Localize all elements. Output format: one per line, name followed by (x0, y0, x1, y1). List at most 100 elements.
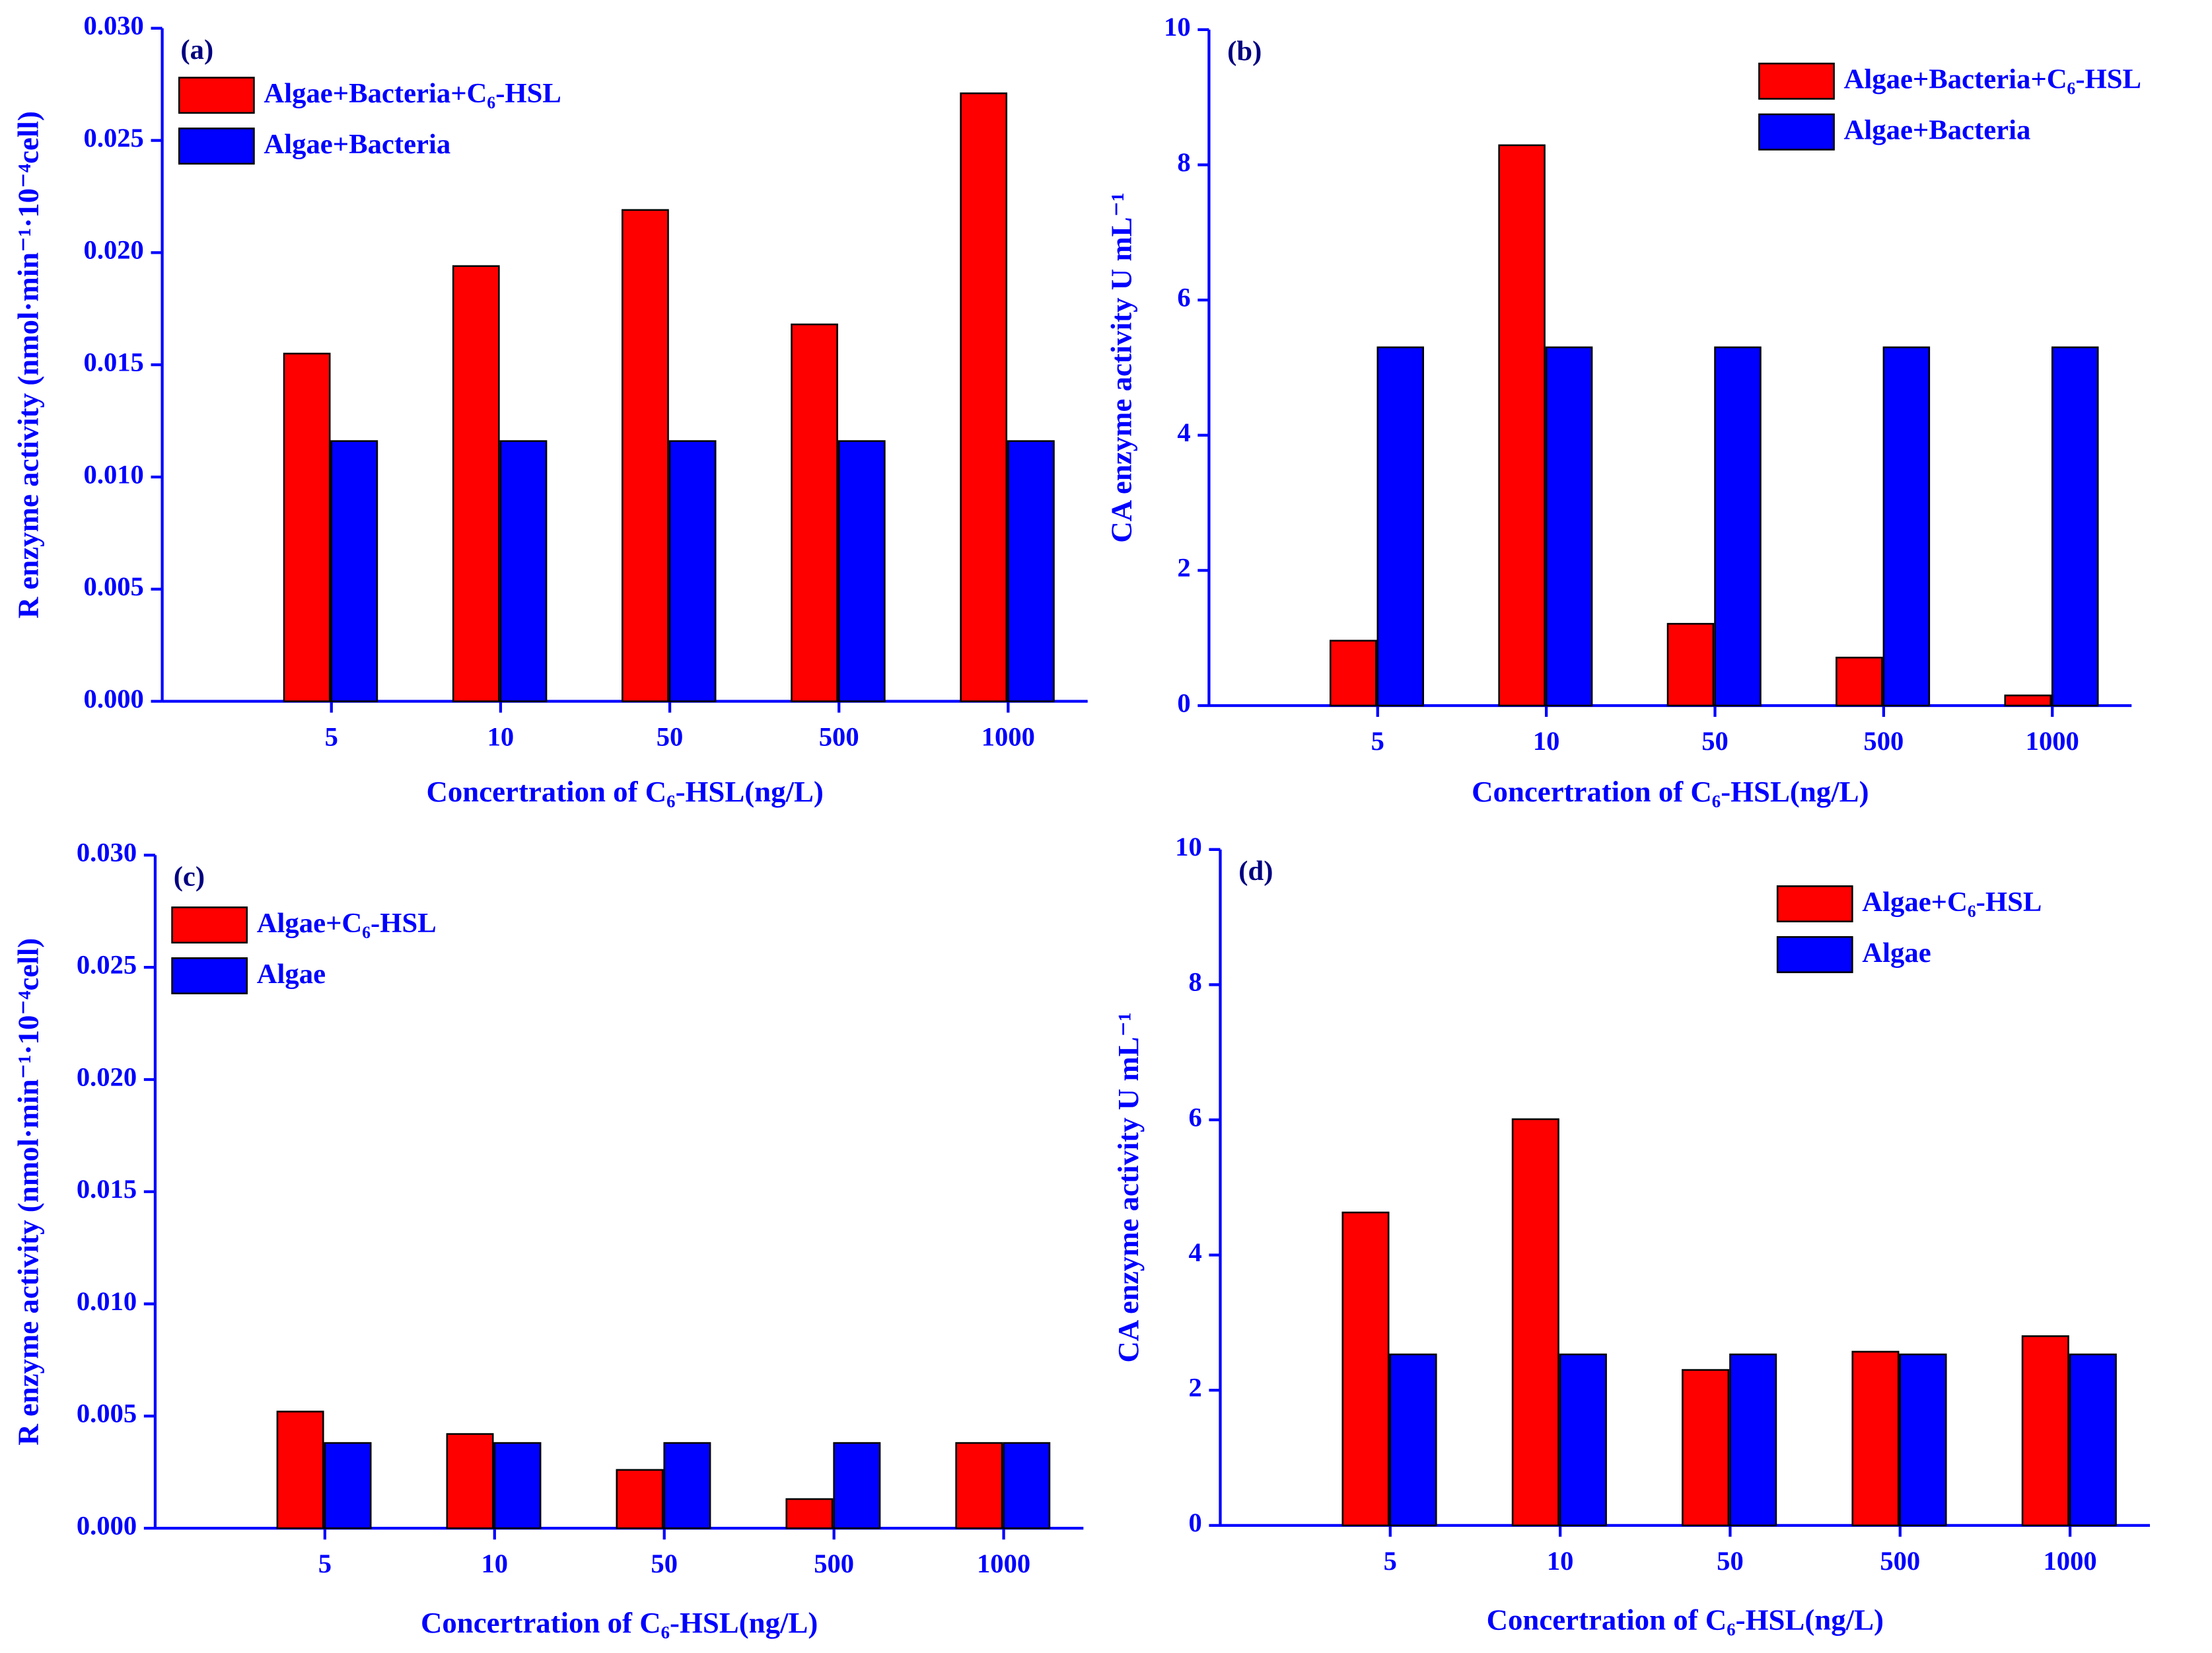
y-tick-label: 0.025 (77, 949, 137, 979)
legend-swatch (171, 957, 248, 994)
bar (1511, 1118, 1559, 1527)
x-tick-label: 1000 (981, 722, 1035, 752)
x-tick-label: 5 (1384, 1546, 1397, 1576)
y-tick-label: 0.025 (84, 123, 144, 153)
x-tick-label: 1000 (977, 1549, 1030, 1578)
y-tick-label: 0.015 (77, 1174, 137, 1204)
bar (1666, 622, 1715, 707)
bar (330, 440, 378, 702)
y-tick-label: 0.020 (77, 1062, 137, 1091)
bar (1729, 1353, 1777, 1527)
legend-label: Algae+Bacteria (1844, 115, 2031, 146)
bar (1545, 346, 1593, 707)
bar (616, 1469, 664, 1529)
legend-swatch (1758, 62, 1835, 100)
x-tick-label: 5 (325, 722, 338, 752)
bar (1389, 1353, 1437, 1527)
bar (452, 265, 500, 702)
x-tick-label: 50 (651, 1549, 678, 1578)
bar (622, 209, 669, 702)
bar (1682, 1369, 1730, 1527)
y-tick-label: 0.010 (84, 459, 144, 489)
y-tick-label: 4 (1188, 1237, 1201, 1267)
x-tick-label: 50 (1701, 726, 1729, 756)
y-tick-label: 8 (1177, 147, 1190, 177)
bar (833, 1442, 881, 1529)
bar (668, 440, 717, 702)
legend-label: Algae+Bacteria+C₆-HSL (264, 78, 561, 109)
y-tick-label: 0.030 (84, 11, 144, 40)
x-tick-label: 1000 (2026, 726, 2079, 756)
bar (785, 1498, 834, 1529)
y-tick-label: 6 (1177, 282, 1190, 312)
bar (1341, 1211, 1390, 1527)
y-axis-label: CA enzyme activity U mL⁻¹ (1112, 1012, 1145, 1362)
x-tick-label: 10 (1547, 1546, 1574, 1576)
y-tick-label: 0.030 (77, 838, 137, 867)
bar (838, 440, 886, 702)
bar (2021, 1335, 2069, 1527)
x-tick-label: 500 (1880, 1546, 1920, 1576)
x-tick-label: 500 (814, 1549, 854, 1578)
y-tick-label: 4 (1177, 418, 1190, 447)
bar (1882, 346, 1931, 707)
y-tick-label: 8 (1188, 967, 1201, 997)
y-tick-label: 0 (1177, 688, 1190, 717)
x-tick-label: 500 (819, 722, 859, 752)
panel-label: (b) (1227, 36, 1262, 67)
bar (955, 1442, 1003, 1529)
bar (283, 352, 331, 702)
bar (1714, 346, 1762, 707)
bar (2004, 694, 2051, 707)
legend-swatch (1776, 885, 1853, 923)
y-tick-label: 0.005 (77, 1399, 137, 1428)
y-axis-label: R enzyme activity (nmol·min⁻¹·10⁻⁴cell) (11, 938, 44, 1446)
legend-label: Algae+Bacteria (264, 129, 450, 160)
y-tick-label: 0.000 (77, 1510, 137, 1540)
bar (1003, 1442, 1051, 1529)
bar (791, 323, 838, 702)
legend-label: Algae (1862, 937, 1931, 969)
y-axis-label: R enzyme activity (nmol·min⁻¹·10⁻⁴cell) (11, 111, 44, 618)
x-tick-label: 1000 (2044, 1546, 2097, 1576)
bar (1007, 440, 1055, 702)
panel-label: (c) (174, 861, 205, 892)
x-tick-label: 5 (1371, 726, 1384, 756)
y-tick-label: 0.000 (84, 684, 144, 714)
bar (499, 440, 548, 702)
x-axis-label: Concertration of C₆-HSL(ng/L) (1472, 775, 1869, 808)
x-axis-label: Concertration of C₆-HSL(ng/L) (427, 775, 824, 808)
x-axis-label: Concertration of C₆-HSL(ng/L) (421, 1606, 818, 1639)
panel-label: (d) (1238, 856, 1273, 887)
bar (1498, 144, 1546, 707)
legend-swatch (1758, 113, 1835, 151)
panel-label: (a) (180, 34, 213, 65)
bar (1899, 1353, 1947, 1527)
bar (663, 1442, 711, 1529)
y-tick-label: 0.005 (84, 571, 144, 601)
y-tick-label: 0.020 (84, 235, 144, 265)
y-tick-label: 0 (1188, 1508, 1201, 1537)
legend-swatch (1776, 936, 1853, 973)
legend-swatch (178, 128, 255, 165)
x-tick-label: 50 (1717, 1546, 1744, 1576)
legend-label: Algae+C₆-HSL (1862, 887, 2042, 918)
x-tick-label: 10 (1533, 726, 1560, 756)
y-tick-label: 10 (1164, 12, 1191, 42)
x-tick-label: 10 (482, 1549, 509, 1578)
y-tick-label: 2 (1177, 553, 1190, 583)
y-tick-label: 0.015 (84, 347, 144, 377)
legend-swatch (178, 77, 255, 114)
bar (1559, 1353, 1607, 1527)
y-axis-label: CA enzyme activity U mL⁻¹ (1105, 192, 1138, 542)
x-axis-label: Concertration of C₆-HSL(ng/L) (1487, 1603, 1884, 1636)
legend-label: Algae+Bacteria+C₆-HSL (1844, 64, 2141, 95)
bar (2051, 346, 2099, 707)
bar (1329, 640, 1377, 707)
bar (446, 1433, 494, 1529)
bar (1376, 346, 1425, 707)
bar (1851, 1350, 1900, 1527)
bar (276, 1411, 324, 1529)
y-tick-label: 6 (1188, 1102, 1201, 1132)
